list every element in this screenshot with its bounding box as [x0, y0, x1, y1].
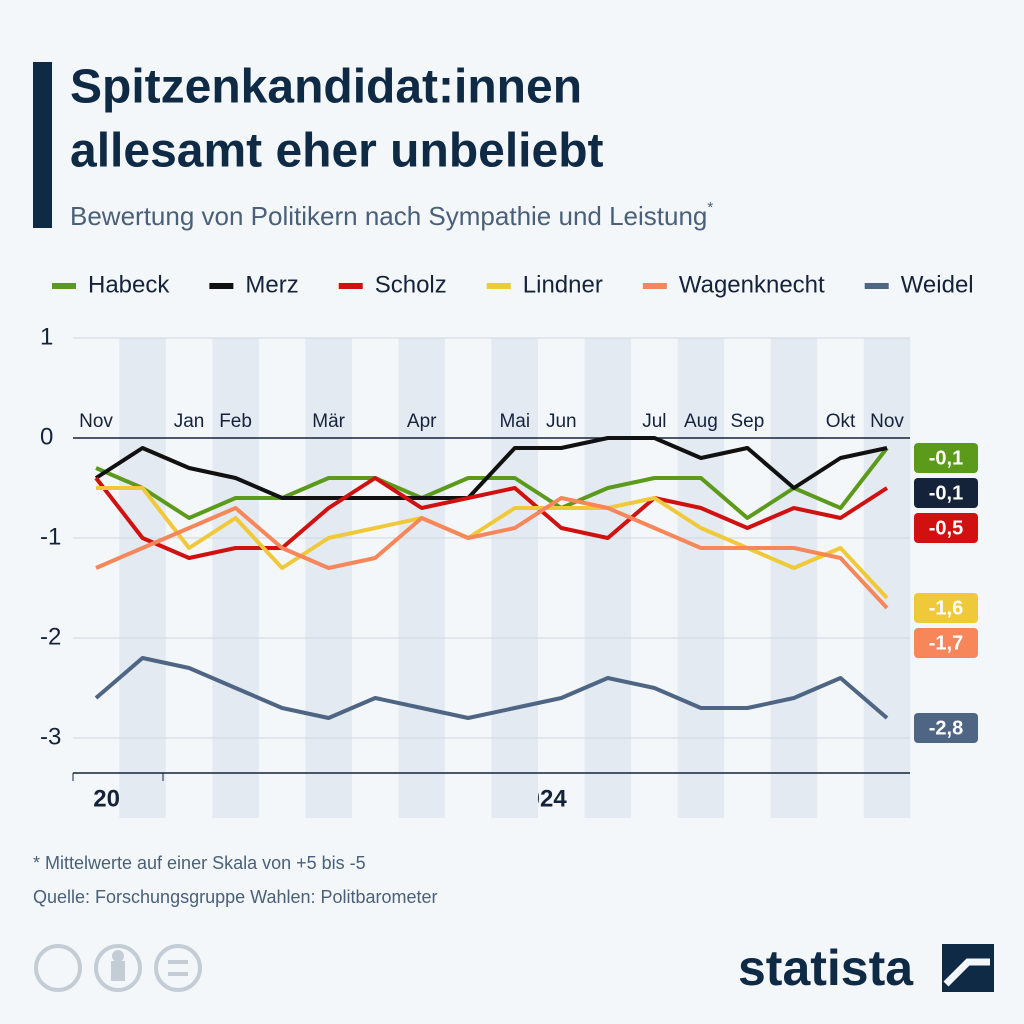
end-label-text: -0,1 [929, 447, 963, 469]
end-label-text: -1,7 [929, 632, 963, 654]
end-label-text: -0,1 [929, 482, 963, 504]
end-label: -0,5 [914, 513, 978, 543]
column-band [212, 338, 259, 818]
note: * Mittelwerte auf einer Skala von +5 bis… [33, 853, 366, 873]
x-tick-label: Mai [499, 411, 530, 432]
title-bar [33, 62, 52, 228]
end-label-box [914, 593, 978, 623]
x-tick-label: Apr [407, 411, 437, 432]
chart-subtitle: Bewertung von Politikern nach Sympathie … [70, 199, 713, 231]
end-label-text: -1,6 [929, 597, 963, 619]
legend-label: Scholz [375, 271, 447, 298]
end-label: -1,6 [914, 593, 978, 623]
end-label-box [914, 713, 978, 743]
series-line [94, 656, 889, 720]
source: Quelle: Forschungsgruppe Wahlen: Politba… [33, 887, 438, 907]
x-tick-label: Nov [79, 411, 113, 432]
end-label: -2,8 [914, 713, 978, 743]
y-tick-label: -2 [40, 623, 61, 650]
y-tick-label: -1 [40, 523, 61, 550]
legend-label: Habeck [88, 271, 170, 298]
y-tick-label: 1 [40, 323, 53, 350]
y-tick-label: 0 [40, 423, 53, 450]
end-label-box [914, 628, 978, 658]
legend-label: Merz [245, 271, 298, 298]
column-band [584, 338, 632, 818]
license-icons [34, 944, 202, 992]
subtitle-mark: * [707, 199, 713, 216]
end-label-text: -2,8 [929, 717, 963, 739]
logo: statista [738, 940, 914, 996]
end-label-box [914, 513, 978, 543]
chart-title: Spitzenkandidat:innen [70, 61, 582, 114]
x-tick-label: Feb [219, 411, 252, 432]
column-band [119, 338, 166, 818]
column-band [677, 338, 725, 818]
column-band [491, 338, 539, 818]
x-tick-label: Jul [642, 411, 666, 432]
series-line [94, 436, 888, 500]
x-tick-label: Aug [684, 411, 718, 432]
end-label-text: -0,5 [929, 517, 963, 539]
series-line [94, 476, 889, 560]
y-tick-label: -3 [40, 723, 61, 750]
x-tick-label: Okt [826, 411, 856, 432]
x-tick-label: Mär [312, 411, 345, 432]
series-line [95, 446, 889, 520]
x-tick-label: Jun [546, 411, 577, 432]
series-line [96, 486, 889, 600]
chart-title: allesamt eher unbeliebt [70, 125, 604, 178]
end-label-box [914, 443, 978, 473]
column-band [398, 338, 445, 818]
series-line [95, 496, 889, 610]
legend-label: Weidel [901, 271, 974, 298]
end-label: -0,1 [914, 443, 978, 473]
column-band [305, 338, 352, 818]
end-label-box [914, 478, 978, 508]
end-label: -0,1 [914, 478, 978, 508]
legend-label: Wagenknecht [679, 271, 825, 298]
x-tick-label: Nov [870, 411, 904, 432]
legend-label: Lindner [523, 271, 603, 298]
logo-icon [942, 944, 994, 992]
x-tick-label: Jan [174, 411, 205, 432]
end-label: -1,7 [914, 628, 978, 658]
x-tick-label: Sep [731, 411, 765, 432]
subtitle-text: Bewertung von Politikern nach Sympathie … [70, 201, 707, 231]
column-band [770, 338, 818, 818]
